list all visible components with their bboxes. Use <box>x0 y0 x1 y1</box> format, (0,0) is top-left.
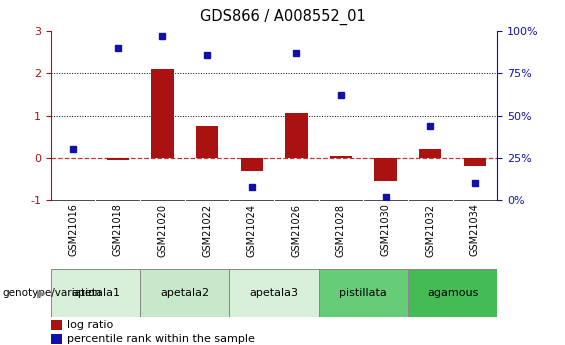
Text: GSM21022: GSM21022 <box>202 204 212 257</box>
Text: GSM21016: GSM21016 <box>68 204 78 256</box>
Text: apetala2: apetala2 <box>160 288 209 298</box>
Text: apetala1: apetala1 <box>71 288 120 298</box>
Text: GSM21028: GSM21028 <box>336 204 346 257</box>
Text: log ratio: log ratio <box>67 320 113 330</box>
Text: GSM21030: GSM21030 <box>381 204 390 256</box>
Text: apetala3: apetala3 <box>250 288 298 298</box>
Bar <box>51 334 62 344</box>
Bar <box>285 114 307 158</box>
Text: agamous: agamous <box>427 288 478 298</box>
Text: genotype/variation: genotype/variation <box>3 288 102 298</box>
Text: percentile rank within the sample: percentile rank within the sample <box>67 334 255 344</box>
Bar <box>229 269 319 317</box>
Bar <box>107 158 129 160</box>
Bar <box>319 269 408 317</box>
Bar <box>51 269 140 317</box>
Bar <box>196 126 218 158</box>
Text: GSM21026: GSM21026 <box>292 204 301 257</box>
Text: GSM21032: GSM21032 <box>425 204 435 257</box>
Text: pistillata: pistillata <box>340 288 387 298</box>
Bar <box>419 149 441 158</box>
Bar <box>330 156 352 158</box>
Bar <box>140 269 229 317</box>
Text: GSM21034: GSM21034 <box>470 204 480 256</box>
Text: ▶: ▶ <box>37 288 45 298</box>
Text: GSM21024: GSM21024 <box>247 204 257 257</box>
Bar <box>408 269 497 317</box>
Bar <box>464 158 486 166</box>
Text: GSM21018: GSM21018 <box>113 204 123 256</box>
Bar <box>241 158 263 170</box>
Text: GDS866 / A008552_01: GDS866 / A008552_01 <box>199 9 366 25</box>
Bar <box>51 320 62 330</box>
Bar <box>375 158 397 181</box>
Text: GSM21020: GSM21020 <box>158 204 167 257</box>
Bar <box>151 69 173 158</box>
